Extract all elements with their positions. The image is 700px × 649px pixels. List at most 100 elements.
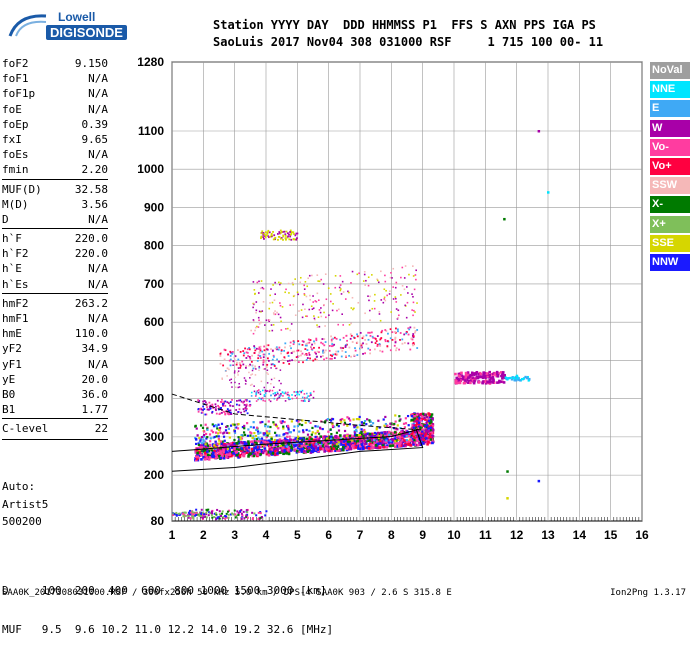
echo-point (380, 331, 383, 334)
echo-point (220, 400, 222, 403)
echo-point (197, 399, 200, 402)
echo-point (298, 343, 301, 346)
echo-point (210, 448, 214, 452)
echo-point (274, 393, 277, 395)
echo-point (395, 327, 397, 330)
echo-point (265, 390, 268, 392)
echo-point (398, 438, 401, 441)
echo-point (287, 235, 289, 238)
echo-point (205, 516, 208, 519)
echo-point (310, 437, 313, 441)
echo-point (203, 457, 207, 461)
echo-point (310, 305, 313, 308)
echo-point (313, 342, 316, 345)
echo-point (253, 437, 256, 441)
echo-point (322, 437, 326, 440)
echo-point (506, 377, 509, 380)
echo-point (367, 284, 370, 287)
echo-point (308, 441, 311, 444)
echo-point (201, 512, 204, 515)
echo-point (175, 511, 178, 514)
echo-point (220, 422, 224, 425)
echo-point (259, 431, 262, 434)
echo-point (207, 458, 211, 461)
echo-point (221, 378, 224, 380)
echo-point (341, 446, 345, 449)
echo-point (395, 281, 398, 284)
echo-point (357, 444, 361, 448)
echo-point (328, 449, 332, 453)
echo-point (238, 399, 240, 402)
echo-point (309, 357, 312, 360)
echo-point (233, 449, 236, 452)
echo-point (259, 445, 262, 448)
echo-point (276, 399, 278, 401)
echo-point (410, 426, 414, 430)
echo-point (238, 386, 241, 388)
echo-point (263, 395, 266, 397)
echo-point (225, 451, 229, 454)
echo-point (468, 379, 471, 383)
echo-point (172, 513, 175, 516)
echo-point (497, 372, 500, 375)
echo-point (212, 425, 216, 428)
echo-point (376, 335, 379, 337)
echo-point (235, 386, 237, 389)
echo-point (325, 448, 329, 452)
echo-point (242, 431, 246, 434)
echo-point (425, 425, 428, 429)
echo-point (346, 440, 350, 443)
echo-point (354, 347, 356, 350)
echo-point (238, 362, 241, 364)
echo-point (248, 446, 251, 449)
echo-point (229, 401, 232, 403)
echo-point (259, 357, 262, 359)
echo-point (358, 415, 361, 419)
echo-point (304, 344, 307, 347)
echo-point (414, 443, 417, 447)
echo-point (390, 440, 394, 444)
echo-point (305, 354, 308, 357)
echo-point (225, 512, 228, 515)
echo-point (285, 238, 287, 241)
echo-point (243, 424, 246, 428)
echo-point (303, 399, 306, 401)
echo-point (276, 445, 280, 448)
echo-point (293, 350, 296, 353)
echo-point (370, 424, 373, 427)
echo-point (201, 426, 205, 429)
echo-point (294, 443, 298, 447)
echo-point (416, 426, 420, 429)
echo-point (282, 238, 284, 241)
echo-point (395, 347, 398, 350)
echo-point (262, 353, 265, 356)
echo-point (219, 352, 222, 355)
echo-point (197, 443, 200, 447)
echo-point (351, 440, 354, 443)
echo-point (271, 301, 274, 304)
echo-point (200, 512, 203, 515)
echo-point (320, 341, 323, 344)
echo-point (266, 441, 269, 444)
echo-point (227, 353, 230, 356)
echo-point (272, 354, 275, 357)
echo-point (216, 399, 219, 402)
echo-point (398, 415, 401, 418)
echo-point (249, 384, 252, 387)
echo-point (431, 441, 434, 445)
echo-point (424, 418, 427, 421)
echo-point (287, 451, 291, 454)
echo-point (391, 331, 394, 334)
echo-point (280, 350, 283, 353)
echo-point (431, 424, 435, 428)
echo-point (325, 447, 328, 450)
logo-line1: Lowell (58, 10, 96, 24)
echo-point (482, 375, 485, 379)
echo-point (289, 329, 292, 332)
echo-point (304, 441, 307, 445)
echo-point (327, 449, 331, 453)
echo-point (319, 435, 323, 438)
echo-point (399, 418, 402, 421)
echo-point (428, 413, 431, 416)
echo-point (305, 359, 308, 361)
